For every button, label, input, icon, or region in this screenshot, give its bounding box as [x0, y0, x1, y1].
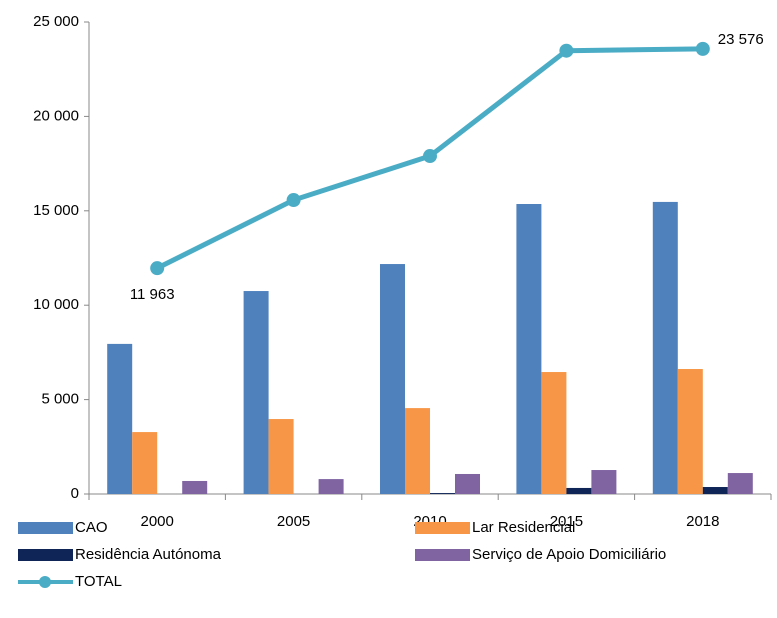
line-marker — [559, 43, 574, 58]
bar — [727, 473, 753, 494]
y-tick-label: 10 000 — [33, 296, 79, 313]
y-tick-label: 0 — [71, 485, 79, 502]
bar — [541, 372, 567, 494]
bar — [182, 480, 208, 494]
bar — [455, 473, 480, 494]
data-label: 23 576 — [718, 31, 764, 48]
bar — [107, 343, 133, 494]
legend-swatch — [415, 549, 470, 561]
data-label: 11 963 — [130, 286, 175, 303]
bar — [380, 264, 405, 494]
bar — [652, 201, 678, 495]
x-tick-label: 2005 — [277, 513, 310, 530]
bar — [132, 432, 158, 494]
bar — [405, 408, 430, 494]
legend-label: Lar Residencial — [472, 519, 575, 536]
y-tick-label: 5 000 — [41, 391, 79, 408]
line-marker — [423, 149, 437, 164]
legend-label: Residência Autónoma — [75, 546, 222, 563]
bar — [702, 487, 728, 494]
x-tick-label: 2015 — [550, 513, 583, 530]
bar — [318, 479, 344, 494]
line-marker — [150, 261, 165, 276]
y-tick-label: 25 000 — [33, 13, 79, 30]
y-tick-label: 15 000 — [33, 202, 79, 219]
line-marker — [695, 41, 710, 56]
bar — [430, 493, 455, 494]
legend-swatch — [415, 522, 470, 534]
legend-swatch — [18, 549, 73, 561]
legend-swatch — [39, 576, 51, 588]
legend-label: TOTAL — [75, 573, 122, 590]
bar — [243, 291, 269, 494]
bar — [516, 204, 542, 494]
bar — [677, 369, 703, 494]
bar — [566, 487, 592, 494]
y-tick-label: 20 000 — [33, 107, 79, 124]
legend-swatch — [18, 522, 73, 534]
legend-label: Serviço de Apoio Domiciliário — [472, 546, 666, 563]
bar — [591, 470, 617, 494]
line-marker — [286, 193, 301, 208]
x-tick-label: 2000 — [141, 513, 174, 530]
legend-label: CAO — [75, 519, 108, 536]
bar — [268, 419, 294, 494]
x-tick-label: 2018 — [686, 513, 719, 530]
